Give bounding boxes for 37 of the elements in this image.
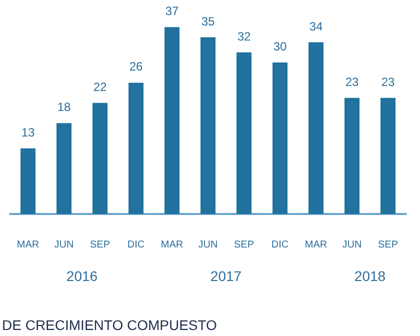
bar	[272, 62, 288, 214]
x-tick-label: JUN	[54, 240, 74, 250]
bar	[164, 27, 180, 214]
x-tick-label: DIC	[127, 240, 145, 250]
bar	[92, 102, 108, 214]
x-tick-label: MAR	[304, 240, 328, 250]
bar	[380, 98, 396, 214]
bar	[128, 82, 144, 214]
data-label: 32	[237, 29, 251, 44]
data-label: 30	[273, 40, 287, 54]
x-tick-label: SEP	[90, 240, 110, 250]
text: DE CRECIMIENTO COMPUESTO	[2, 317, 218, 333]
bar	[308, 42, 324, 214]
data-label: 35	[201, 14, 215, 28]
data-label: 23	[381, 74, 395, 89]
data-label: 23	[345, 74, 359, 89]
x-tick-label: MAR	[160, 240, 184, 250]
x-tick-label: SEP	[378, 240, 398, 250]
data-label: 13	[21, 125, 35, 140]
data-label: 26	[129, 60, 143, 74]
bar	[20, 148, 36, 214]
bar	[236, 52, 252, 214]
bar	[56, 123, 72, 214]
data-label: 18	[57, 100, 71, 114]
bar	[200, 37, 216, 214]
bar	[344, 98, 360, 214]
data-label: 22	[93, 80, 107, 94]
x-tick-label: SEP	[234, 240, 254, 250]
x-tick-label: DIC	[271, 240, 289, 250]
text: 2016	[66, 268, 98, 284]
data-label: 37	[165, 4, 179, 18]
x-tick-label: MAR	[16, 240, 40, 250]
text: 2018	[354, 268, 386, 284]
x-tick-label: JUN	[342, 240, 362, 250]
x-tick-label: JUN	[198, 240, 218, 250]
data-label: 34	[309, 19, 323, 34]
text: 2017	[210, 268, 242, 284]
